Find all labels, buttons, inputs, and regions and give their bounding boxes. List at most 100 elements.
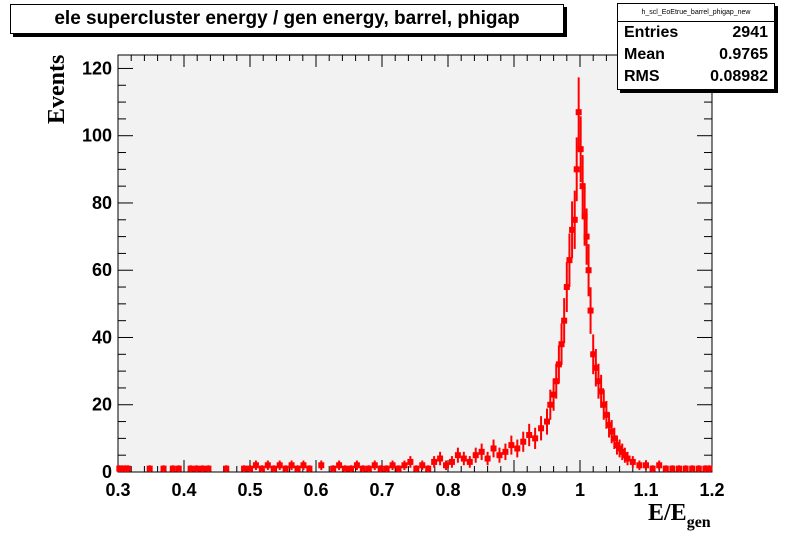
marker: [585, 267, 592, 274]
data-point: [359, 465, 366, 472]
data-point: [252, 460, 259, 471]
data-point: [496, 447, 503, 463]
x-tick-label: 0.5: [237, 480, 262, 500]
data-point: [377, 465, 384, 472]
marker: [616, 445, 623, 452]
marker: [583, 233, 590, 240]
data-point: [538, 416, 545, 441]
data-point: [553, 363, 560, 399]
data-point: [288, 460, 295, 471]
data-point: [561, 298, 568, 344]
data-point: [419, 460, 426, 471]
marker: [656, 462, 663, 469]
marker: [502, 448, 509, 455]
y-tick-label: 40: [92, 327, 112, 347]
data-point: [624, 451, 631, 466]
marker: [160, 465, 167, 472]
x-tick-label: 0.4: [171, 480, 196, 500]
data-point: [577, 116, 584, 183]
data-point: [318, 460, 325, 471]
marker: [569, 226, 576, 233]
marker: [621, 452, 628, 459]
marker: [575, 109, 582, 116]
data-point: [448, 456, 455, 468]
marker: [318, 462, 325, 469]
marker: [383, 465, 390, 472]
marker: [606, 421, 613, 428]
marker: [563, 284, 570, 291]
marker: [118, 465, 125, 472]
data-point: [264, 460, 271, 471]
data-point: [472, 447, 479, 463]
marker: [478, 448, 485, 455]
data-point: [247, 465, 253, 472]
data-point: [689, 465, 696, 472]
y-tick-label: 60: [92, 260, 112, 280]
marker: [611, 435, 618, 442]
marker: [520, 438, 527, 445]
marker: [199, 465, 206, 472]
data-point: [629, 456, 636, 468]
data-point: [383, 465, 390, 472]
data-point: [425, 465, 432, 472]
marker: [413, 465, 420, 472]
x-tick-label: 0.9: [501, 480, 526, 500]
marker: [538, 425, 545, 432]
data-point: [573, 137, 580, 202]
marker: [466, 458, 473, 465]
data-point: [389, 460, 396, 471]
data-point: [146, 465, 153, 472]
data-point: [706, 465, 713, 472]
marker: [603, 411, 610, 418]
marker: [592, 364, 599, 371]
data-point: [437, 451, 444, 466]
marker: [558, 341, 565, 348]
x-tick-label: 0.6: [303, 480, 328, 500]
marker: [662, 465, 669, 472]
marker: [448, 458, 455, 465]
x-tick-label: 1: [575, 480, 585, 500]
marker: [695, 465, 702, 472]
data-point: [478, 443, 485, 461]
marker: [193, 465, 200, 472]
stats-histogram-name: h_scl_EoEtrue_barrel_phigap_new: [618, 4, 774, 22]
data-point: [649, 465, 656, 472]
y-tick-label: 0: [102, 462, 112, 482]
marker: [395, 465, 402, 472]
marker: [389, 462, 396, 469]
marker: [342, 465, 349, 472]
marker: [579, 183, 586, 190]
marker: [566, 257, 573, 264]
data-point: [365, 465, 372, 472]
y-ticks: 0 20 40 60 80 100 120: [82, 58, 712, 482]
data-point: [294, 465, 301, 472]
marker: [336, 462, 343, 469]
data-point: [205, 465, 212, 472]
data-point: [636, 460, 643, 471]
marker: [553, 378, 560, 385]
data-point: [656, 460, 663, 471]
data-point: [193, 465, 200, 472]
data-point: [520, 431, 527, 452]
y-tick-label: 120: [82, 58, 112, 78]
data-point: [443, 460, 450, 471]
data-point: [342, 465, 349, 472]
stats-row-mean: Mean 0.9765: [618, 44, 774, 66]
data-point: [643, 460, 649, 471]
data-point: [466, 456, 473, 468]
marker: [598, 388, 605, 395]
data-point: [330, 465, 337, 472]
marker: [294, 465, 301, 472]
marker: [241, 465, 248, 472]
marker: [573, 166, 580, 173]
data-point: [124, 465, 131, 472]
x-tick-label: 1.2: [699, 480, 724, 500]
data-point: [407, 456, 414, 468]
marker: [581, 213, 588, 220]
stats-value: 0.08982: [710, 68, 768, 85]
marker: [282, 465, 289, 472]
data-point: [575, 77, 582, 147]
marker: [437, 455, 444, 462]
data-point: [547, 389, 554, 420]
